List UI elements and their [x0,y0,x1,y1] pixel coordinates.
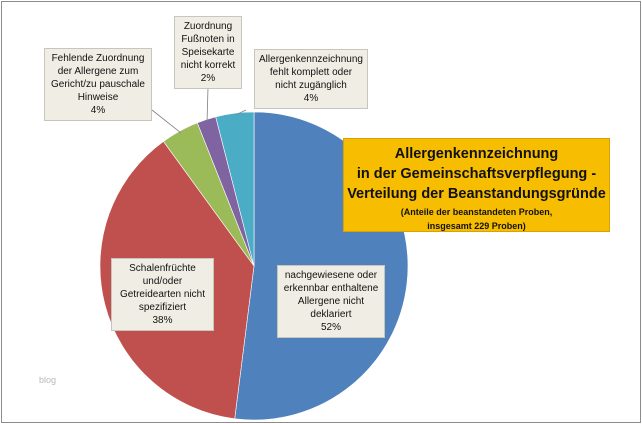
slice-value-label: 2% [200,73,216,84]
slice-label-text: Speisekarte [181,47,235,58]
slice-label-text: spezifiziert [138,302,187,313]
slice-label-text: Getreidearten nicht [119,289,206,300]
slice-label-text: und/oder [142,276,183,287]
slice-label-text: Fehlende Zuordnung [51,53,145,64]
slice-label-fehlende-zuordnung: Fehlende Zuordnung der Allergene zum Ger… [44,48,152,121]
slice-label-text: Fußnoten in [181,34,235,45]
slice-value-label: 52% [320,322,341,333]
leader-line [206,87,209,122]
leader-line [234,109,247,116]
slice-label-text: Allergenkennzeichnung [259,54,363,65]
slice-value-label: 4% [90,105,106,116]
chart-title-line: in der Gemeinschaftsverpflegung - [356,166,597,182]
slice-label-text: erkennbar enthaltene [283,283,379,294]
slice-value-label: 38% [152,315,173,326]
slice-label-nicht-spezifiziert: Schalenfrüchte und/oder Getreidearten ni… [111,258,214,331]
slice-label-text: nicht zugänglich [275,80,347,91]
slice-label-text: der Allergene zum [57,66,139,77]
slice-label-text: Zuordnung [183,21,233,32]
slice-label-text: Schalenfrüchte [129,263,196,274]
chart-title-box: Allergenkennzeichnung in der Gemeinschaf… [343,138,610,232]
slice-label-text: fehlt komplett oder [269,67,353,78]
chart-title-line: Verteilung der Beanstandungsgründe [347,186,606,202]
slice-label-fehlt-komplett: Allergenkennzeichnung fehlt komplett ode… [254,49,368,109]
slice-value-label: 4% [303,93,319,104]
chart-title-line: Allergenkennzeichnung [394,146,559,162]
pie-slice-fehlt-komplett [215,111,255,267]
chart-subtitle-line: (Anteile der beanstandeten Proben, [400,207,553,217]
slice-label-text: Gericht/zu pauschale [51,79,145,90]
slice-label-text: nicht korrekt [180,60,236,71]
leader-line [151,109,182,134]
slice-label-text: nachgewiesene oder [284,270,378,281]
slice-label-text: Hinweise [77,92,119,103]
slice-label-fussnoten: Zuordnung Fußnoten in Speisekarte nicht … [174,16,242,89]
slice-label-text: Allergene nicht [297,296,365,307]
slice-label-allergene-nicht-deklariert: nachgewiesene oder erkennbar enthaltene … [277,265,385,338]
slice-label-text: deklariert [310,309,352,320]
chart-subtitle-line: insgesamt 229 Proben) [427,221,526,231]
watermark: blog [39,375,57,385]
